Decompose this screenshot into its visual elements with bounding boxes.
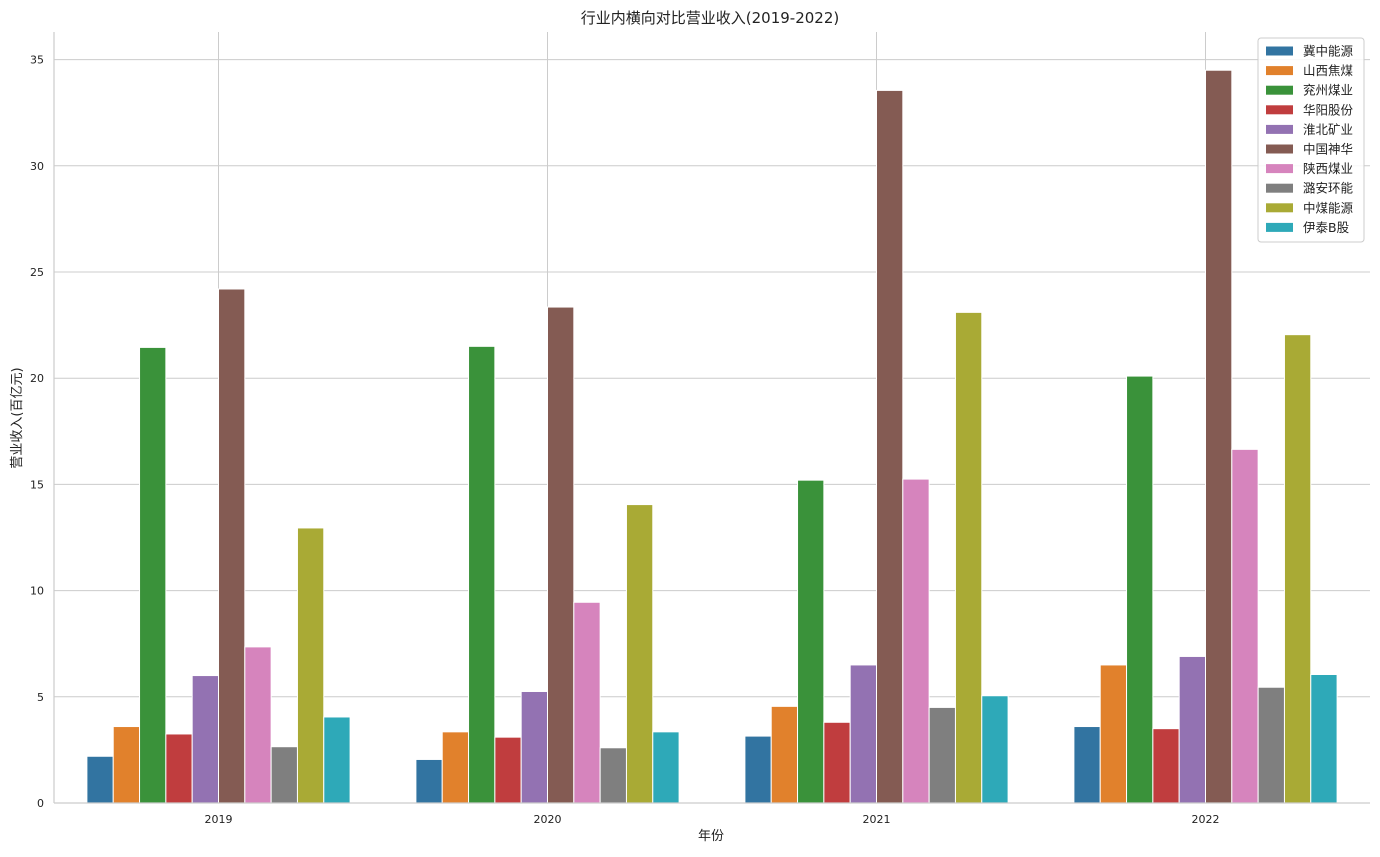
bar [1073,726,1101,804]
legend-swatch [1266,46,1293,56]
x-tick-label: 2022 [1192,813,1220,826]
legend-item-label: 冀中能源 [1303,44,1354,59]
bar [573,601,601,804]
bar [296,527,325,804]
legend-item-label: 伊泰B股 [1303,220,1350,235]
bar [652,731,680,804]
legend-item-label: 山西焦煤 [1303,63,1354,78]
y-tick-label: 25 [30,266,44,279]
legend-swatch [1266,183,1293,193]
legend-swatch [1266,66,1293,76]
bar [1205,69,1233,804]
bar [849,664,877,804]
bar [441,731,470,804]
y-tick-label: 30 [30,160,44,173]
bar [1310,674,1338,804]
bar [270,746,298,804]
legend-item-label: 兖州煤业 [1303,83,1353,98]
x-tick-label: 2020 [534,813,562,826]
bars-layer [86,69,1338,804]
bar [954,311,983,804]
bar [599,747,627,804]
bar [494,736,522,804]
legend-swatch [1266,144,1293,154]
y-tick-label: 35 [30,54,44,67]
legend-item-label: 华阳股份 [1303,102,1354,117]
bar [520,690,548,804]
y-axis-label: 营业收入(百亿元) [10,367,25,468]
x-tick-label: 2019 [205,813,233,826]
y-tick-label: 20 [30,372,44,385]
y-tick-label: 5 [37,691,44,704]
bar [625,504,654,804]
bar [770,705,799,804]
bar [165,733,193,804]
axes-layer: 0 5 10 15 20 25 30 35 2019 2020 2021 2022 [30,32,1370,826]
bar [797,479,825,804]
legend-item-label: 中煤能源 [1303,200,1354,215]
bar [1126,375,1154,804]
bar [1178,655,1207,804]
bar [1257,686,1285,804]
legend-swatch [1266,124,1293,134]
bar [902,478,930,804]
bar [415,758,443,804]
bar [112,726,141,804]
bar [323,716,351,804]
x-axis-label: 年份 [698,829,724,844]
bar [218,288,246,804]
chart-title: 行业内横向对比营业收入(2019-2022) [581,9,839,27]
bar [547,306,575,804]
bar [981,695,1009,804]
legend-swatch [1266,85,1293,95]
bar [928,706,956,804]
y-tick-label: 15 [30,478,44,491]
legend-swatch [1266,203,1293,213]
bar [1152,728,1180,804]
bar [86,755,114,804]
bar [191,675,219,804]
x-tick-label: 2021 [863,813,891,826]
legend-item-label: 陕西煤业 [1303,161,1353,176]
legend-item-label: 中国神华 [1303,142,1353,157]
bar [244,646,272,804]
bar [876,89,904,804]
legend-swatch [1266,164,1293,174]
y-tick-label: 10 [30,585,44,598]
bar [823,721,851,804]
bar [468,345,496,804]
legend-item-label: 潞安环能 [1303,181,1354,196]
bar [1231,448,1259,804]
bar [1283,334,1312,804]
legend-swatch [1266,222,1293,232]
bar [744,735,772,804]
bar [1099,664,1128,804]
legend-swatch [1266,105,1293,115]
bar [139,346,167,804]
legend-item-label: 淮北矿业 [1303,122,1353,137]
y-tick-label: 0 [37,797,44,810]
